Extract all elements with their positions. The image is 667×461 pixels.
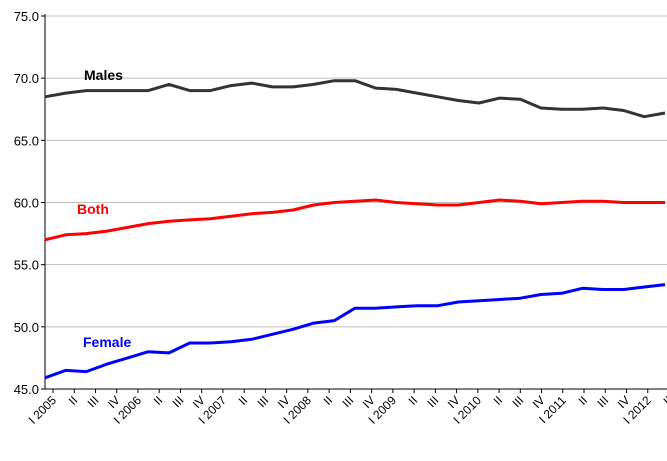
x-tick-label: II	[321, 393, 336, 408]
x-tick-label: III	[424, 393, 441, 410]
y-tick-label: 50.0	[14, 320, 39, 335]
series-label-males: Males	[84, 67, 123, 83]
series-lines	[44, 79, 666, 380]
x-tick-label: III	[594, 393, 611, 410]
y-tick-label: 75.0	[14, 9, 39, 24]
x-tick-labels: I 2005 II III IVI 2006 II III IVI 2007 II III IVI…	[26, 389, 667, 427]
x-tick-label: III	[170, 393, 187, 410]
y-tick-label: 55.0	[14, 258, 39, 273]
x-tick-label: III	[255, 393, 272, 410]
x-tick-label: II	[661, 393, 667, 408]
x-tick-label: III	[509, 393, 526, 410]
y-tick-labels: 45.0 50.0 55.0 60.0 65.0 70.0 75.0	[14, 9, 45, 397]
x-tick-label: II	[406, 393, 421, 408]
series-line-female	[44, 283, 666, 380]
x-tick-label: II	[576, 393, 591, 408]
series-line-males	[44, 79, 666, 119]
x-tick-label: II	[236, 393, 251, 408]
y-tick-label: 45.0	[14, 382, 39, 397]
y-tick-label: 60.0	[14, 196, 39, 211]
x-tick-label: II	[151, 393, 166, 408]
gridlines	[45, 15, 667, 328]
series-labels: Males Both Female	[77, 67, 131, 350]
x-tick-label: II	[491, 393, 506, 408]
y-tick-label: 70.0	[14, 71, 39, 86]
x-tick-label: III	[340, 393, 357, 410]
series-label-female: Female	[83, 334, 131, 350]
x-tick-label: III	[85, 393, 102, 410]
x-tick-label: II	[66, 393, 81, 408]
y-tick-label: 65.0	[14, 133, 39, 148]
series-label-both: Both	[77, 201, 109, 217]
series-line-both	[44, 198, 665, 242]
x-tick-label: I 2005	[26, 393, 60, 427]
